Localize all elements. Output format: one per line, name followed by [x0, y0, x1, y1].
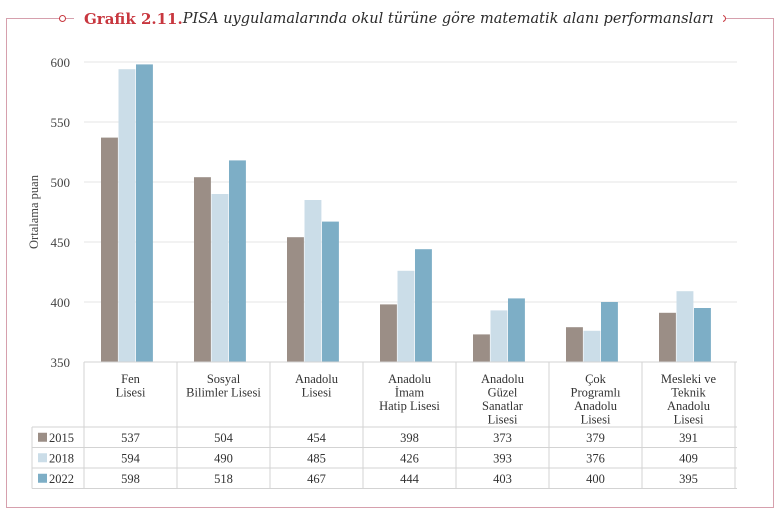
legend-swatch — [38, 432, 47, 442]
data-label: 379 — [586, 431, 605, 445]
bar — [101, 137, 118, 362]
legend-swatch — [38, 473, 47, 483]
category-label: Bilimler Lisesi — [186, 386, 261, 400]
bar — [322, 221, 339, 362]
bar — [380, 304, 397, 362]
category-label: Anadolu — [481, 372, 525, 386]
category-label: Anadolu — [388, 372, 432, 386]
data-label: 454 — [307, 431, 327, 445]
bar — [229, 160, 246, 362]
data-label: 594 — [121, 451, 141, 465]
bar — [490, 310, 508, 362]
data-label: 467 — [307, 472, 326, 486]
legend-label: 2022 — [49, 472, 74, 486]
category-label: Mesleki ve — [661, 372, 717, 386]
category-label: Anadolu — [295, 372, 339, 386]
data-label: 485 — [307, 451, 326, 465]
bar — [118, 69, 136, 362]
data-label: 518 — [214, 472, 233, 486]
legend-label: 2018 — [49, 451, 74, 465]
bar — [676, 291, 694, 362]
data-label: 426 — [400, 451, 419, 465]
category-label: Sosyal — [207, 372, 241, 386]
bar — [397, 270, 415, 362]
frame-left-dot — [59, 14, 66, 22]
data-label: 391 — [679, 431, 698, 445]
data-label: 376 — [586, 451, 605, 465]
bar — [287, 237, 304, 362]
bar — [304, 200, 322, 362]
category-label: Lisesi — [302, 386, 332, 400]
data-label: 409 — [679, 451, 698, 465]
data-label: 504 — [214, 431, 234, 445]
y-tick-label: 450 — [51, 235, 71, 250]
data-label: 400 — [586, 472, 605, 486]
data-label: 373 — [493, 431, 512, 445]
chart-title: Grafik 2.11. PISA uygulamalarında okul t… — [74, 8, 724, 30]
data-label: 398 — [400, 431, 419, 445]
data-label: 403 — [493, 472, 512, 486]
bar — [473, 334, 490, 362]
category-label: Anadolu — [667, 399, 711, 413]
y-tick-label: 400 — [51, 295, 71, 310]
category-label: İmam — [395, 386, 424, 400]
category-label: Lisesi — [116, 386, 146, 400]
bar — [508, 298, 525, 362]
y-tick-label: 600 — [51, 55, 71, 70]
category-label: Çok — [585, 372, 607, 386]
data-label: 537 — [121, 431, 140, 445]
data-label: 393 — [493, 451, 512, 465]
category-label: Lisesi — [488, 413, 518, 427]
bar — [136, 64, 153, 363]
data-label: 490 — [214, 451, 233, 465]
bar — [194, 177, 211, 362]
category-label: Programlı — [571, 386, 622, 400]
bar — [211, 194, 229, 362]
bar — [566, 327, 583, 362]
legend-swatch — [38, 453, 47, 463]
title-text: PISA uygulamalarında okul türüne göre ma… — [182, 11, 714, 27]
category-label: Güzel — [488, 386, 518, 400]
category-label: Teknik — [671, 386, 706, 400]
y-tick-label: 350 — [51, 355, 71, 370]
bar — [694, 308, 711, 362]
category-label: Hatip Lisesi — [379, 399, 440, 413]
y-tick-label: 500 — [51, 175, 71, 190]
bar — [601, 302, 618, 362]
category-label: Fen — [121, 372, 141, 386]
data-label: 395 — [679, 472, 698, 486]
bar — [583, 330, 601, 362]
bar — [659, 312, 676, 362]
bar — [415, 249, 432, 362]
y-tick-label: 550 — [51, 115, 71, 130]
category-label: Lisesi — [581, 413, 611, 427]
y-axis-label: Ortalama puan — [27, 174, 41, 249]
data-label: 598 — [121, 472, 140, 486]
data-label: 444 — [400, 472, 420, 486]
figure-number: Grafik 2.11. — [84, 10, 183, 28]
category-label: Anadolu — [574, 399, 618, 413]
category-label: Sanatlar — [482, 399, 524, 413]
category-label: Lisesi — [674, 413, 704, 427]
legend-label: 2015 — [49, 431, 74, 445]
